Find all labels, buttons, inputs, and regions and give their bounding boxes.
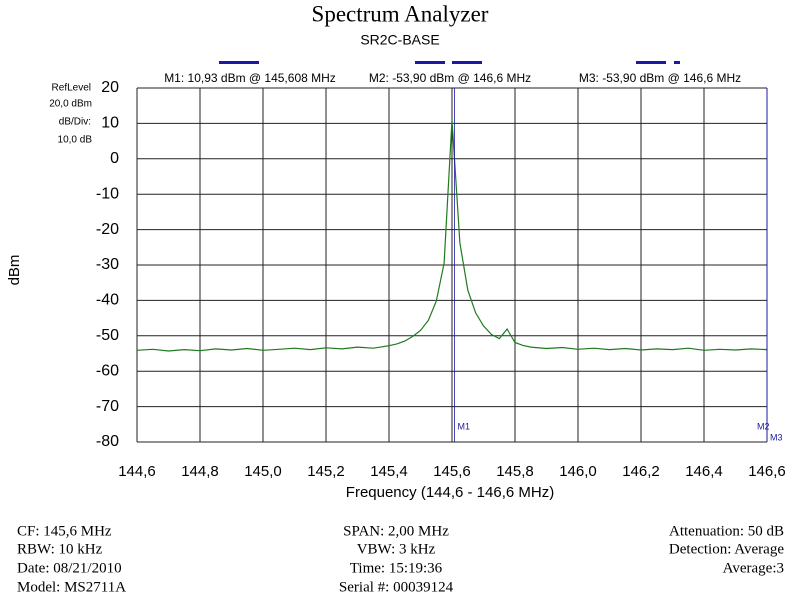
marker-label: M2 [757, 421, 770, 431]
y-tick-label: 0 [110, 150, 119, 167]
x-tick-label: 146,4 [685, 463, 723, 480]
x-tick-label: 145,4 [370, 463, 408, 480]
chart-title: Spectrum Analyzer [312, 1, 489, 26]
y-tick-label: 20 [101, 79, 119, 96]
footer-info: RBW: 10 kHz [17, 541, 103, 557]
x-tick-label: 146,2 [622, 463, 660, 480]
spectrum-trace [136, 120, 768, 352]
indicator-bar [415, 61, 445, 64]
footer-info: SPAN: 2,00 MHz [343, 523, 449, 539]
footer-info: VBW: 3 kHz [357, 541, 436, 557]
indicator-bar [674, 61, 680, 64]
x-tick-label: 145,8 [496, 463, 534, 480]
y-tick-label: -50 [96, 327, 119, 344]
setting-label: 20,0 dBm [49, 99, 92, 110]
marker-readout: M2: -53,90 dBm @ 146,6 MHz [369, 71, 531, 85]
chart-subtitle: SR2C-BASE [360, 32, 439, 48]
footer-info: Detection: Average [669, 541, 784, 557]
marker-readout: M3: -53,90 dBm @ 146,6 MHz [579, 71, 741, 85]
marker-label: M3 [770, 432, 783, 442]
setting-label: RefLevel [52, 83, 91, 94]
footer-info: CF: 145,6 MHz [17, 523, 112, 539]
x-tick-label: 146,0 [559, 463, 597, 480]
footer-info: Model: MS2711A [17, 579, 126, 595]
y-tick-label: -70 [96, 398, 119, 415]
footer-info: Serial #: 00039124 [339, 579, 454, 595]
x-tick-label: 145,6 [433, 463, 471, 480]
x-tick-label: 146,6 [748, 463, 786, 480]
y-tick-label: -20 [96, 221, 119, 238]
x-axis-label: Frequency (144,6 - 146,6 MHz) [346, 484, 554, 501]
indicator-bar [452, 61, 482, 64]
y-tick-label: 10 [101, 115, 119, 132]
marker-readout: M1: 10,93 dBm @ 145,608 MHz [164, 71, 336, 85]
footer-info: Time: 15:19:36 [350, 560, 443, 576]
footer-info: Date: 08/21/2010 [17, 560, 122, 576]
indicator-bar [219, 61, 259, 64]
setting-label: 10,0 dB [58, 135, 93, 146]
y-tick-label: -40 [96, 292, 119, 309]
y-axis-label: dBm [6, 255, 23, 286]
x-tick-label: 144,8 [181, 463, 219, 480]
y-tick-label: -30 [96, 256, 119, 273]
marker-label: M1 [458, 421, 471, 431]
marker-indicators [219, 61, 680, 64]
indicator-bar [636, 61, 666, 64]
setting-label: dB/Div: [59, 117, 91, 128]
y-tick-label: -10 [96, 185, 119, 202]
x-tick-label: 144,6 [118, 463, 156, 480]
y-tick-label: -80 [96, 433, 119, 450]
x-tick-label: 145,0 [244, 463, 282, 480]
footer-info: Attenuation: 50 dB [669, 523, 784, 539]
x-tick-label: 145,2 [307, 463, 345, 480]
footer-info: Average:3 [723, 560, 784, 576]
y-tick-label: -60 [96, 362, 119, 379]
